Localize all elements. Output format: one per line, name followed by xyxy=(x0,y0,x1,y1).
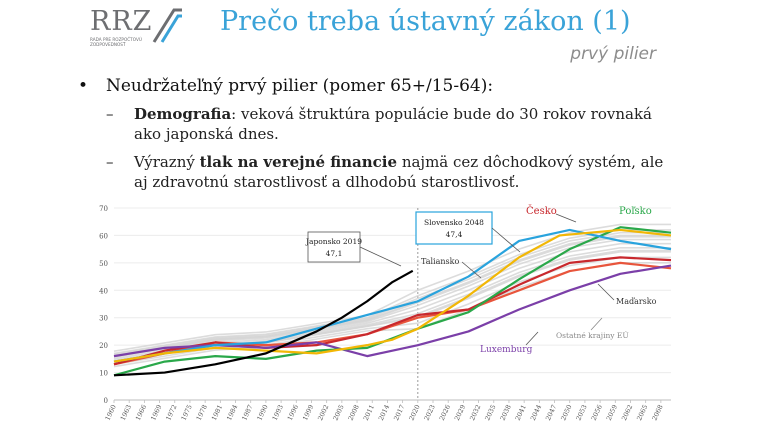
slovensko-pointer xyxy=(491,227,521,253)
series-line-slovensko xyxy=(113,228,672,363)
x-tick-label: 2044 xyxy=(529,403,543,421)
slovensko-box xyxy=(415,211,493,245)
sub1-text: : veková štruktúra populácie bude do 30 … xyxy=(231,105,652,123)
x-tick-label: 1963 xyxy=(119,403,133,421)
x-tick-label: 2020 xyxy=(407,403,421,421)
slovensko-value: 47,4 xyxy=(446,230,463,239)
sub2-text: najmä cez dôchodkový systém, ale xyxy=(397,153,664,171)
x-tick-label: 2035 xyxy=(483,403,497,421)
x-tick-label: 1984 xyxy=(225,403,239,421)
x-tick-label: 1960 xyxy=(104,403,118,421)
luxemburg-label: Luxemburg xyxy=(480,345,533,355)
luxemburg-pointer xyxy=(525,331,539,346)
slide-title: Prečo treba ústavný zákon (1) xyxy=(220,6,631,37)
x-tick-label: 1990 xyxy=(255,403,269,421)
taliansko-pointer xyxy=(461,261,482,279)
ostatne-label: Ostatné krajiny EÚ xyxy=(556,331,629,340)
series-line-poľsko xyxy=(113,226,672,377)
x-tick-label: 2014 xyxy=(377,403,391,421)
x-tick-label: 2026 xyxy=(438,403,452,421)
series-line-japonsko xyxy=(113,269,414,377)
x-tick-label: 2050 xyxy=(559,403,573,421)
x-tick-label: 2062 xyxy=(620,403,634,421)
logo-mark-icon xyxy=(152,8,182,43)
x-tick-label: 1993 xyxy=(271,403,285,421)
main-bullet-text: Neudržateľný prvý pilier (pomer 65+/15-6… xyxy=(106,76,494,96)
series-line-česko xyxy=(113,256,672,366)
y-tick-labels: 0 10 20 30 40 50 60 70 xyxy=(99,205,108,405)
taliansko-label: Taliansko xyxy=(421,257,459,266)
chart-annotations: Japonsko 2019 47,1 Slovensko 2048 47,4 Talia… xyxy=(305,205,657,355)
dash-icon: – xyxy=(106,153,114,171)
x-tick-label: 2065 xyxy=(635,403,649,421)
x-tick-label: 2005 xyxy=(331,403,345,421)
cesko-pointer xyxy=(555,213,577,223)
sub1-bold: Demografia xyxy=(134,105,232,123)
x-tick-label: 2041 xyxy=(514,403,528,421)
x-tick-label: 1996 xyxy=(286,403,300,421)
dash-icon: – xyxy=(106,105,114,123)
madarsko-label: Maďarsko xyxy=(616,297,657,306)
x-tick-label: 1981 xyxy=(210,403,224,421)
rrz-logo: RRZ RADA PRE ROZPOČTOVÚ ZODPOVEDNOSŤ xyxy=(86,6,196,52)
y-tick-label: 50 xyxy=(99,260,108,268)
x-tick-label: 2017 xyxy=(392,403,406,421)
slide-subtitle: prvý pilier xyxy=(570,44,656,64)
japonsko-pointer xyxy=(359,246,402,267)
x-tick-label: 1972 xyxy=(164,403,178,421)
series-line-ostatne xyxy=(113,235,671,357)
x-tick-labels: 1960 1963 1966 1969 1972 1975 1978 1981 1984 1987… xyxy=(104,403,665,421)
bullet-dot-icon: • xyxy=(78,76,89,96)
x-tick-label: 2008 xyxy=(347,403,361,421)
x-tick-label: 1978 xyxy=(195,403,209,421)
x-tick-label: 2056 xyxy=(590,403,604,421)
x-tick-label: 2011 xyxy=(362,403,376,421)
series-line-ostatne xyxy=(113,229,671,355)
madarsko-pointer xyxy=(597,283,615,301)
japonsko-box xyxy=(307,231,361,263)
slovensko-label: Slovensko 2048 xyxy=(424,218,484,227)
x-tick-label: 1969 xyxy=(149,403,163,421)
x-tick-label: 1987 xyxy=(240,403,254,421)
x-tick-label: 2023 xyxy=(423,403,437,421)
chart-grid xyxy=(113,207,671,403)
x-tick-label: 2032 xyxy=(468,403,482,421)
x-tick-label: 1999 xyxy=(301,403,315,421)
x-tick-label: 2059 xyxy=(605,403,619,421)
y-tick-label: 0 xyxy=(104,397,108,405)
y-tick-label: 40 xyxy=(99,287,108,295)
x-tick-label: 2002 xyxy=(316,403,330,421)
japonsko-value: 47,1 xyxy=(326,249,343,258)
x-tick-label: 2053 xyxy=(574,403,588,421)
y-tick-label: 10 xyxy=(99,370,108,378)
y-tick-label: 60 xyxy=(99,232,108,240)
y-tick-label: 20 xyxy=(99,342,108,350)
polsko-label: Poľsko xyxy=(619,206,652,217)
sub1-line2: ako japonská dnes. xyxy=(134,125,279,143)
ostatne-pointer xyxy=(590,317,603,331)
sub2-bold: tlak na verejné financie xyxy=(199,153,398,171)
logo-text: RRZ xyxy=(90,6,153,37)
sub2-pre: Výrazný xyxy=(134,153,200,171)
x-tick-label: 2029 xyxy=(453,403,467,421)
cesko-label: Česko xyxy=(526,205,557,217)
y-tick-label: 30 xyxy=(99,315,108,323)
sub2-line2: aj zdravotnú starostlivosť a dlhodobú st… xyxy=(134,173,520,191)
x-tick-label: 2038 xyxy=(499,403,513,421)
chart-series xyxy=(113,223,672,377)
series-line-taliansko xyxy=(113,228,672,363)
japonsko-label: Japonsko 2019 xyxy=(305,237,362,246)
logo-subtitle: RADA PRE ROZPOČTOVÚ ZODPOVEDNOSŤ xyxy=(90,37,142,47)
x-tick-label: 2068 xyxy=(650,403,664,421)
y-tick-label: 70 xyxy=(99,205,108,213)
x-tick-label: 1975 xyxy=(180,403,194,421)
x-tick-label: 1966 xyxy=(134,403,148,421)
dependency-ratio-chart: 0 10 20 30 40 50 60 70 1960 1963 1966 1969 1972 1975… xyxy=(99,205,672,422)
x-tick-label: 2047 xyxy=(544,403,558,421)
